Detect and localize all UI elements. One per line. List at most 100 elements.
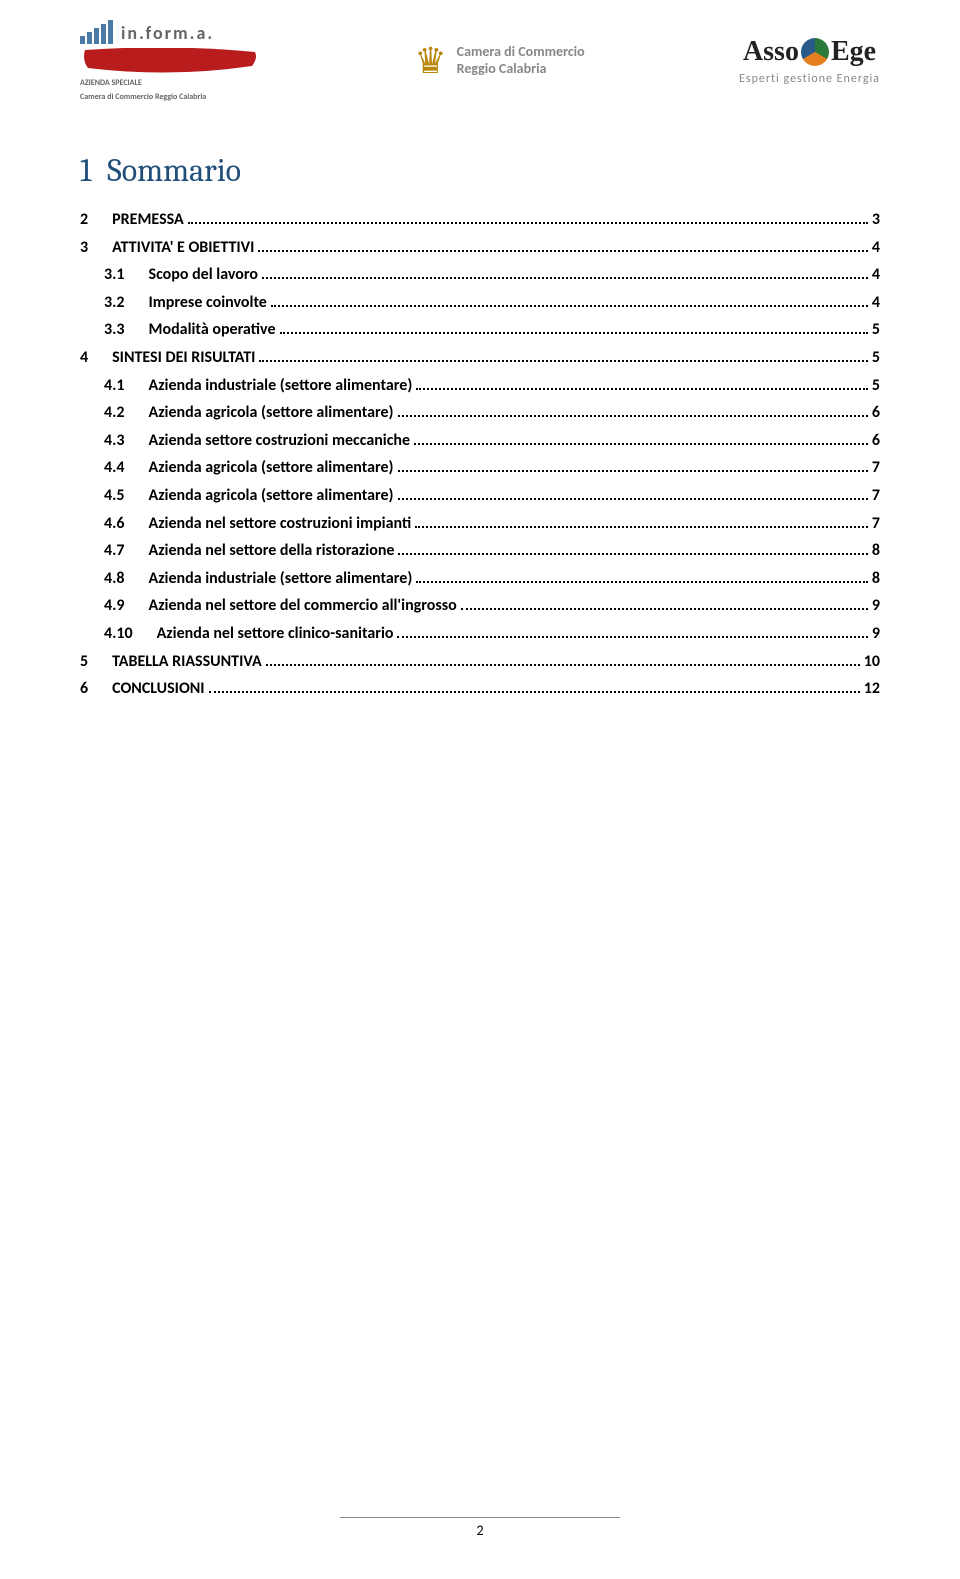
toc-leader [398,540,867,555]
bars-icon [80,20,113,44]
toc-label: Azienda settore costruzioni meccaniche [149,428,411,454]
toc-row: 3.3 Modalità operative 5 [80,317,880,343]
toc-num: 2 [80,207,88,233]
toc-num: 4.4 [104,455,125,481]
toc-label: Modalità operative [149,317,276,343]
header-logos: in.form.a. AZIENDA SPECIALE Camera di Co… [80,20,880,102]
asso-sub: Esperti gestione Energia [739,72,880,86]
toc-row: 4.8 Azienda industriale (settore alimenta… [80,566,880,592]
toc-label: Azienda nel settore costruzioni impianti [149,511,412,537]
toc-leader [416,568,868,583]
toc-leader [258,237,868,252]
toc-leader [461,596,868,611]
toc-leader [414,430,868,445]
toc-leader [188,209,868,224]
toc-num: 4.8 [104,566,125,592]
toc-num: 3.1 [104,262,125,288]
toc-leader [209,678,860,693]
toc-page: 8 [872,538,880,564]
toc-page: 5 [872,345,880,371]
asso-left: Asso [743,36,799,68]
toc-label: ATTIVITA' E OBIETTIVI [112,235,254,261]
toc-label: TABELLA RIASSUNTIVA [112,649,262,675]
assoege-logo: Asso Ege Esperti gestione Energia [739,36,880,86]
toc-label: Azienda industriale (settore alimentare) [149,566,413,592]
toc-row: 3.1 Scopo del lavoro 4 [80,262,880,288]
section-label: Sommario [107,152,241,189]
toc-leader [262,264,868,279]
toc-page: 8 [872,566,880,592]
toc-page: 4 [872,262,880,288]
toc-row: 4.10Azienda nel settore clinico-sanitari… [80,621,880,647]
toc-leader [416,375,868,390]
toc-num: 4.5 [104,483,125,509]
toc-label: Imprese coinvolte [149,290,267,316]
toc-row: 4.5 Azienda agricola (settore alimentare)… [80,483,880,509]
toc-label: Azienda industriale (settore alimentare) [149,373,413,399]
informa-name: in.form.a. [121,22,214,44]
toc-num: 6 [80,676,88,702]
section-num: 1 [80,152,92,189]
toc-num: 4.7 [104,538,125,564]
toc-num: 5 [80,649,88,675]
toc-label: Azienda nel settore del commercio all'in… [149,593,457,619]
toc-leader [415,513,868,528]
toc-page: 7 [872,511,880,537]
toc-page: 9 [872,593,880,619]
toc-num: 4.9 [104,593,125,619]
toc-page: 12 [864,676,880,702]
footer: 2 [340,1517,620,1539]
toc-num: 3.2 [104,290,125,316]
toc-page: 3 [872,207,880,233]
toc-label: Azienda agricola (settore alimentare) [149,455,394,481]
toc-label: Azienda agricola (settore alimentare) [149,483,394,509]
section-title: 1 Sommario [80,152,880,189]
toc-row: 4.3 Azienda settore costruzioni meccanich… [80,428,880,454]
crest-icon: ♛ [414,39,446,83]
informa-sub2: Camera di Commercio Reggio Calabria [80,92,206,102]
toc-leader [398,458,868,473]
toc-num: 4.2 [104,400,125,426]
page: in.form.a. AZIENDA SPECIALE Camera di Co… [0,0,960,1579]
toc-page: 5 [872,373,880,399]
toc-row: 4.9 Azienda nel settore del commercio all… [80,593,880,619]
toc-row: 4.4 Azienda agricola (settore alimentare)… [80,455,880,481]
toc-leader [271,292,868,307]
cciaa-line2: Reggio Calabria [457,61,585,78]
toc-num: 4.6 [104,511,125,537]
toc-label: PREMESSA [112,207,184,233]
toc-leader [397,623,867,638]
toc-leader [398,485,868,500]
toc-leader [259,347,867,362]
toc-num: 3 [80,235,88,261]
toc-row: 4.1 Azienda industriale (settore alimenta… [80,373,880,399]
cciaa-line1: Camera di Commercio [457,44,585,61]
toc-num: 4.10 [104,621,133,647]
ribbon-icon [80,48,260,74]
toc-page: 4 [872,235,880,261]
toc-page: 7 [872,483,880,509]
toc-num: 4.3 [104,428,125,454]
toc-leader [266,651,860,666]
toc-leader [398,402,868,417]
toc-num: 4 [80,345,88,371]
cciaa-logo: ♛ Camera di Commercio Reggio Calabria [414,39,584,83]
toc-page: 4 [872,290,880,316]
toc-row: 4 SINTESI DEI RISULTATI 5 [80,345,880,371]
toc-row: 4.2Azienda agricola (settore alimentare)… [80,400,880,426]
toc-row: 5 TABELLA RIASSUNTIVA 10 [80,649,880,675]
toc-row: 3.2 Imprese coinvolte 4 [80,290,880,316]
toc-page: 5 [872,317,880,343]
toc-num: 3.3 [104,317,125,343]
toc-page: 7 [872,455,880,481]
toc-page: 9 [872,621,880,647]
toc-row: 3 ATTIVITA' E OBIETTIVI 4 [80,235,880,261]
toc-row: 4.7Azienda nel settore della ristorazion… [80,538,880,564]
toc: 2 PREMESSA 3 3 ATTIVITA' E OBIETTIVI 4 3.1 Scop… [80,207,880,702]
toc-page: 10 [864,649,880,675]
toc-label: SINTESI DEI RISULTATI [112,345,255,371]
toc-label: Scopo del lavoro [149,262,259,288]
orb-icon [801,38,829,66]
page-number: 2 [340,1522,620,1539]
toc-num: 4.1 [104,373,125,399]
